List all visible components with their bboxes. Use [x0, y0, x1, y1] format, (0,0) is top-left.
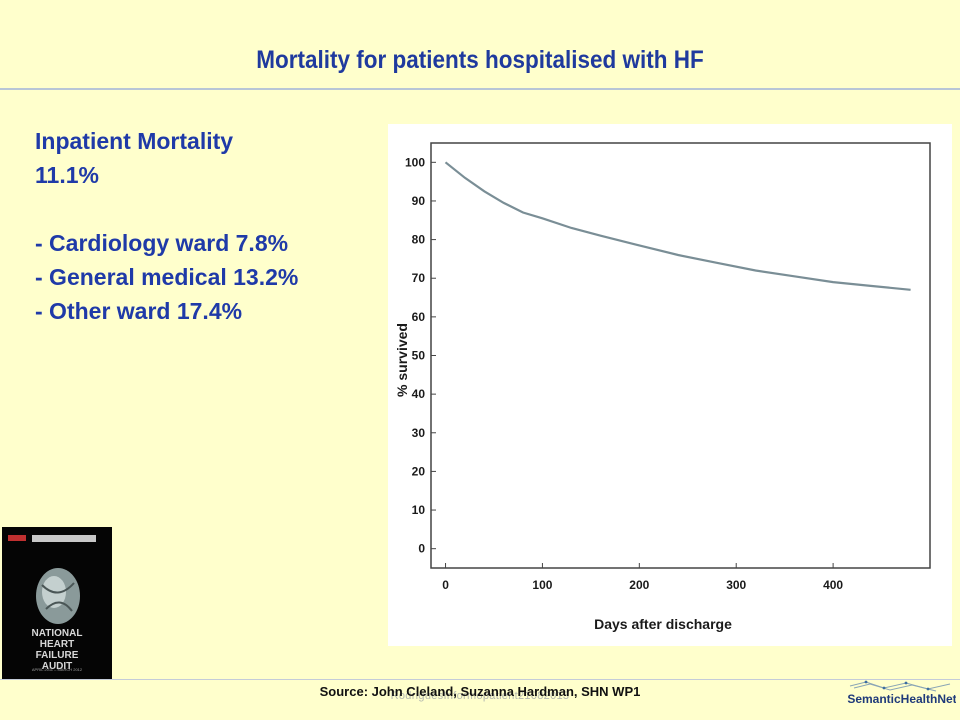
y-tick-label: 100: [405, 155, 425, 169]
watermark-text: RodriguesInformopatient21082013: [390, 690, 570, 702]
mortality-stats: Inpatient Mortality 11.1% - Cardiology w…: [35, 124, 395, 328]
cover-line: AUDIT: [41, 661, 73, 672]
y-tick-label: 30: [412, 426, 426, 440]
x-tick-label: 100: [532, 578, 552, 592]
heart-icon: [36, 568, 80, 624]
chart-panel: 0 10 20 30 40 50 60 70 80 90 100 0 100 200 300 400 Day…: [388, 124, 952, 646]
y-tick-label: 0: [418, 542, 425, 556]
cover-line: FAILURE: [35, 650, 79, 661]
stat-spacer: [35, 192, 395, 226]
y-tick-label: 60: [412, 310, 426, 324]
stat-general-medical: - General medical 13.2%: [35, 264, 299, 290]
y-tick-label: 10: [412, 503, 426, 517]
cover-header-band: [32, 535, 96, 542]
survival-chart: 0 10 20 30 40 50 60 70 80 90 100 0 100 200 300 400 Day…: [394, 142, 931, 632]
cover-logo-mark: [8, 535, 26, 541]
y-tick-label: 80: [412, 233, 426, 247]
stat-other-ward: - Other ward 17.4%: [35, 298, 243, 324]
cover-line: NATIONAL: [31, 628, 83, 639]
cover-date: APRIL 2011 – MARCH 2012: [31, 667, 83, 672]
y-tick-label: 40: [412, 387, 426, 401]
plot-frame: [430, 142, 931, 569]
title-divider: [0, 88, 960, 90]
y-tick-label: 90: [412, 194, 426, 208]
stat-heading: Inpatient Mortality: [35, 128, 234, 154]
stat-cardiology: - Cardiology ward 7.8%: [35, 230, 289, 256]
x-tick-label: 400: [823, 578, 843, 592]
brand-name: SemanticHealthNet: [847, 692, 956, 706]
x-tick-label: 300: [726, 578, 746, 592]
y-axis-ticks: 0 10 20 30 40 50 60 70 80 90 100: [405, 155, 436, 556]
cover-title: NATIONAL HEART FAILURE AUDIT: [2, 628, 112, 672]
x-tick-label: 0: [442, 578, 449, 592]
y-tick-label: 70: [412, 271, 426, 285]
report-cover-image: NATIONAL HEART FAILURE AUDIT APRIL 2011 …: [2, 527, 112, 679]
y-tick-label: 50: [412, 349, 426, 363]
source-citation: Source: John Cleland, Suzanna Hardman, S…: [319, 684, 641, 699]
slide-title: Mortality for patients hospitalised with…: [256, 46, 704, 74]
footer-divider: [0, 679, 960, 680]
stat-overall: 11.1%: [35, 162, 99, 188]
survival-curve: [444, 161, 911, 291]
x-tick-label: 200: [629, 578, 649, 592]
x-axis-ticks: 0 100 200 300 400: [442, 563, 843, 592]
x-axis-label: Days after discharge: [594, 616, 732, 632]
y-axis-label: % survived: [394, 323, 410, 397]
semantichealthnet-logo: SemanticHealthNet: [847, 680, 956, 706]
cover-line: HEART: [39, 639, 75, 650]
y-tick-label: 20: [412, 464, 426, 478]
